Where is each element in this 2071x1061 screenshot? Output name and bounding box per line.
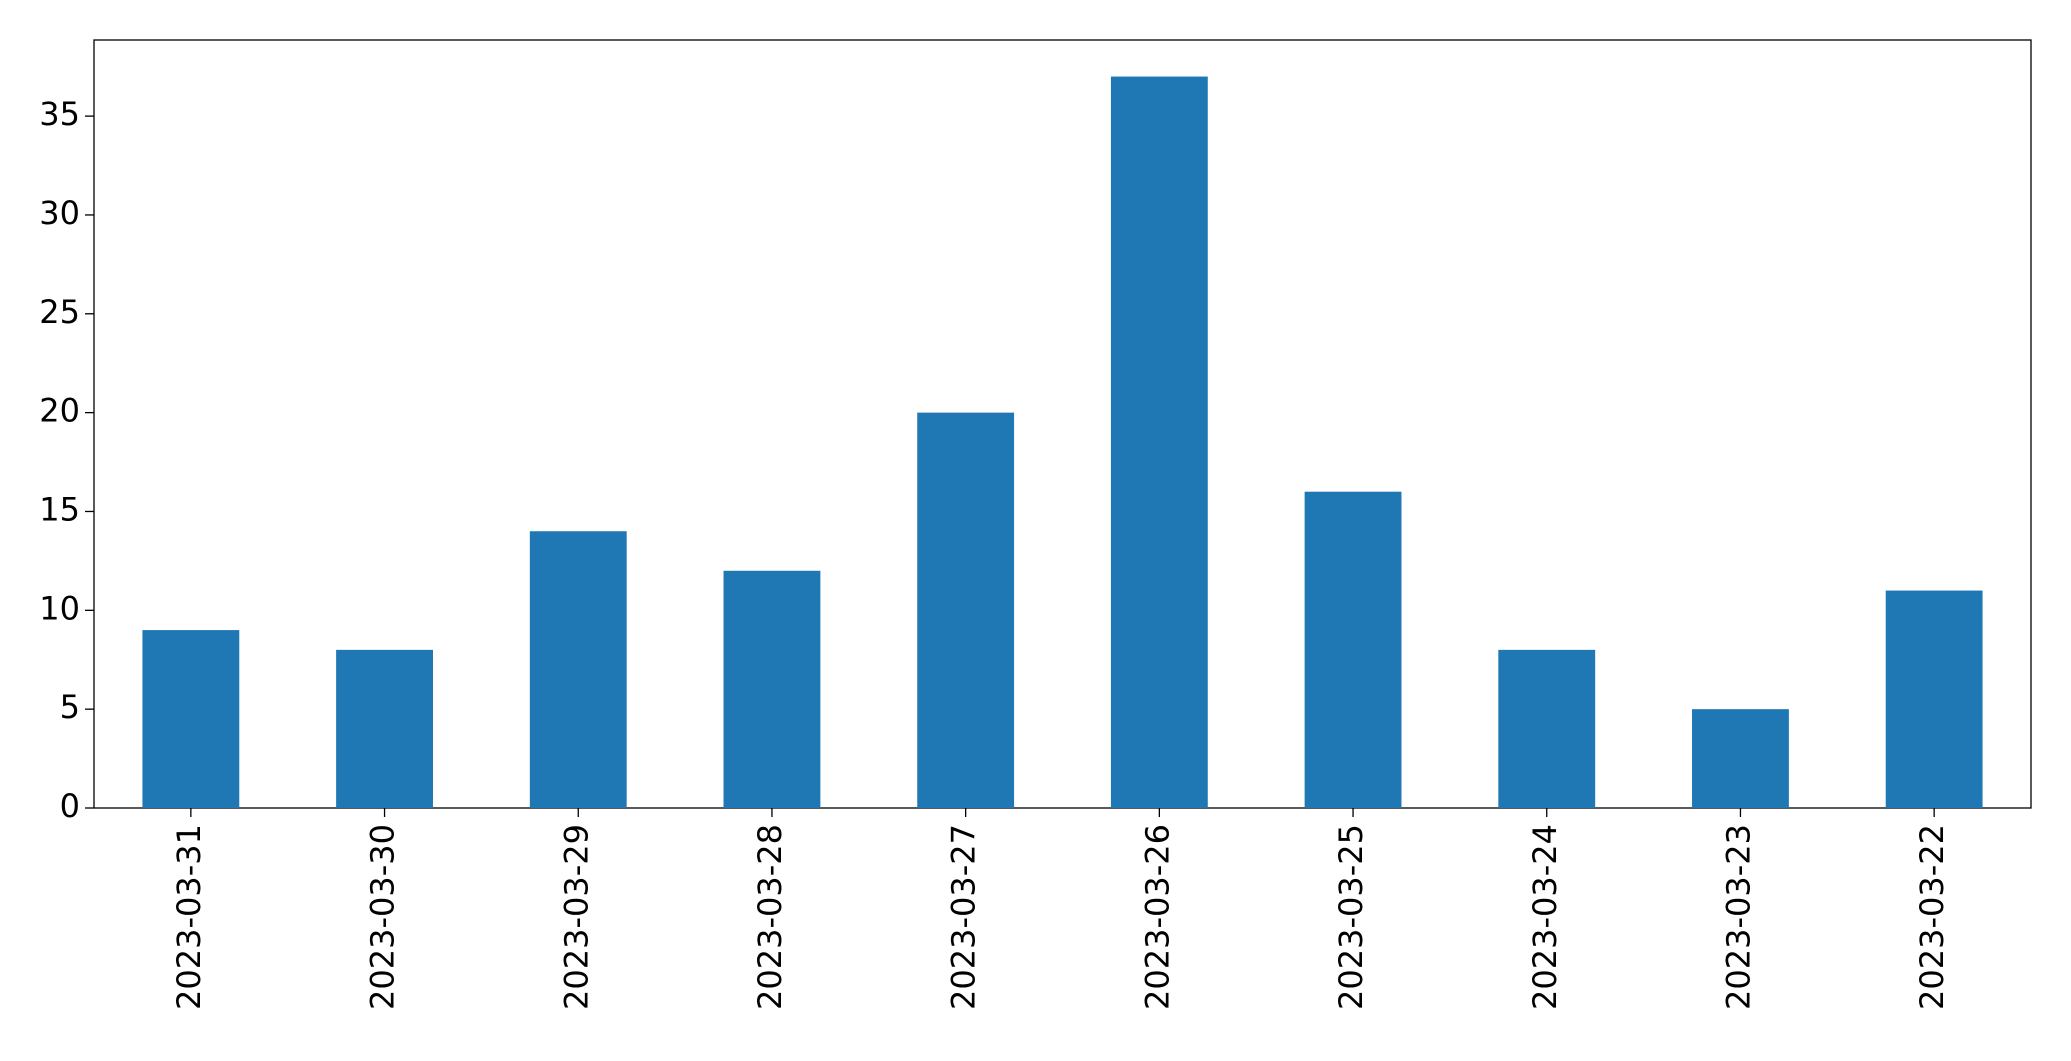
x-tick-label: 2023-03-30 [364,824,402,1010]
x-tick-label: 2023-03-22 [1913,824,1951,1010]
bar [1304,491,1402,808]
y-tick-label: 20 [39,392,80,430]
x-tick-label: 2023-03-23 [1719,824,1757,1010]
bar [142,630,240,808]
bar [529,531,627,808]
y-tick-label: 0 [60,787,80,825]
bar [1498,649,1596,808]
x-tick-label: 2023-03-29 [557,824,595,1010]
y-tick-label: 30 [39,194,80,232]
bar [723,570,821,808]
x-tick-label: 2023-03-24 [1526,824,1564,1010]
x-tick-label: 2023-03-27 [945,824,983,1010]
y-tick-label: 15 [39,490,80,528]
bar [917,412,1015,808]
y-tick-label: 25 [39,293,80,331]
bar [1885,590,1983,808]
x-tick-label: 2023-03-26 [1138,824,1176,1010]
y-tick-label: 5 [60,688,80,726]
bar [1110,76,1208,809]
bar [1692,709,1789,808]
x-tick-label: 2023-03-31 [170,824,208,1010]
plot-frame [93,39,2032,809]
bar [336,649,433,808]
y-tick-label: 35 [39,95,80,133]
x-tick-label: 2023-03-28 [751,824,789,1010]
y-tick-label: 10 [39,589,80,627]
x-tick-label: 2023-03-25 [1332,824,1370,1010]
